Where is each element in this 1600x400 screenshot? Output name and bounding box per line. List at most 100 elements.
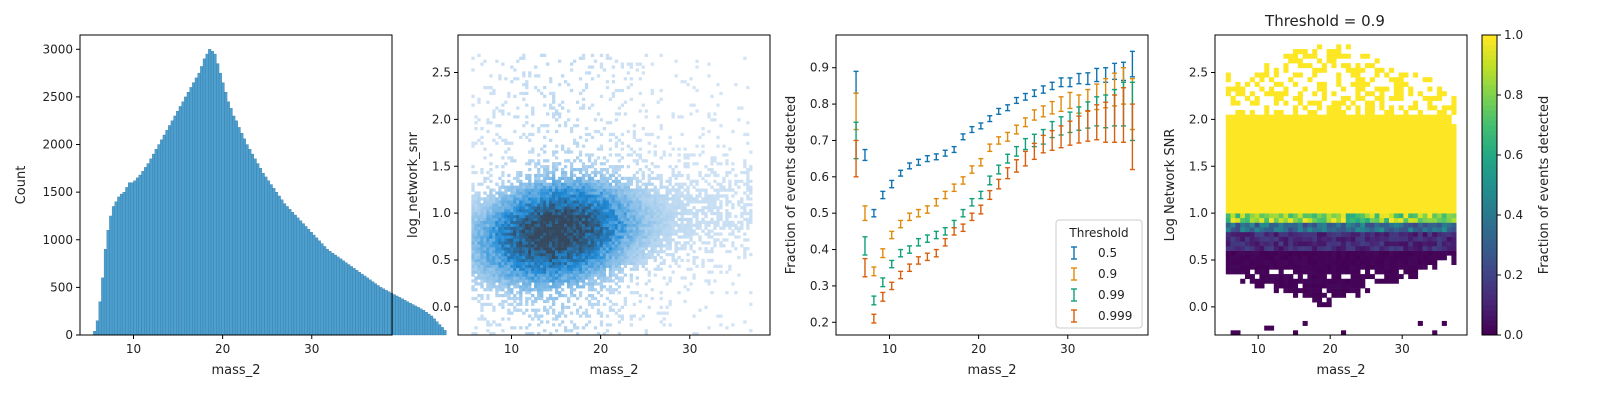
density-cell	[537, 332, 541, 336]
density-cell	[638, 188, 642, 192]
density-cell	[522, 273, 526, 277]
density-cell	[483, 147, 487, 151]
density-cell	[719, 270, 723, 274]
density-cell	[474, 220, 478, 224]
density-cell	[474, 200, 478, 204]
density-cell	[516, 267, 520, 271]
density-cell	[480, 170, 484, 175]
density-cell	[546, 299, 550, 304]
density-cell	[513, 115, 517, 119]
density-cell	[635, 255, 639, 260]
density-cell	[584, 232, 589, 236]
fraction-cell	[1235, 86, 1241, 92]
fraction-cell	[1283, 245, 1289, 251]
density-y-label: log_network_snr	[406, 131, 421, 238]
density-cell	[560, 311, 565, 315]
density-cell	[540, 261, 544, 265]
density-cell	[656, 235, 660, 239]
density-cell	[563, 305, 568, 309]
density-cell	[581, 168, 586, 172]
density-cell	[638, 299, 642, 304]
density-cell	[528, 74, 532, 78]
density-cell	[695, 144, 699, 148]
density-cell	[650, 211, 654, 216]
density-cell	[477, 299, 481, 304]
fraction-cell	[1254, 147, 1260, 153]
density-cell	[474, 264, 478, 268]
density-cell	[584, 71, 589, 75]
histogram-bar	[259, 168, 263, 336]
fraction-cell	[1302, 105, 1308, 111]
density-cell	[608, 258, 613, 263]
density-cell	[552, 153, 556, 157]
density-cell	[483, 302, 487, 307]
density-cell	[581, 194, 586, 198]
density-cell	[611, 264, 616, 268]
density-cell	[641, 206, 645, 210]
density-cell	[596, 182, 601, 186]
density-cell	[659, 214, 663, 219]
density-cell	[516, 106, 520, 110]
fraction-cell	[1240, 161, 1246, 167]
density-cell	[683, 188, 687, 192]
density-cell	[593, 235, 598, 239]
density-cell	[683, 223, 687, 227]
density-cell	[650, 238, 654, 242]
density-cell	[528, 200, 532, 204]
density-cell	[572, 203, 577, 207]
density-cell	[596, 179, 601, 183]
density-cell	[728, 264, 732, 268]
density-cell	[519, 197, 523, 201]
density-cell	[611, 308, 616, 312]
density-cell	[650, 223, 654, 227]
density-cell	[563, 255, 568, 260]
density-cell	[638, 206, 642, 210]
density-cell	[599, 200, 604, 204]
density-cell	[486, 247, 490, 251]
density-cell	[635, 264, 639, 268]
density-cell	[566, 244, 571, 248]
density-cell	[513, 191, 517, 195]
density-cell	[638, 147, 642, 151]
density-cell	[537, 232, 541, 236]
density-cell	[728, 182, 732, 186]
density-cell	[713, 194, 717, 198]
density-cell	[572, 197, 577, 201]
density-cell	[543, 226, 547, 230]
density-cell	[632, 217, 636, 222]
fraction-cell	[1307, 161, 1313, 167]
density-cell	[584, 282, 589, 286]
density-cell	[558, 261, 562, 265]
density-cell	[569, 185, 574, 189]
density-cell	[525, 223, 529, 227]
density-cell	[528, 176, 532, 181]
fraction-cell	[1245, 255, 1251, 261]
density-cell	[677, 211, 681, 216]
density-cell	[620, 220, 625, 224]
density-cell	[644, 191, 648, 195]
density-cell	[519, 56, 523, 60]
density-cell	[498, 264, 502, 268]
density-cell	[531, 264, 535, 268]
density-cell	[566, 329, 571, 333]
density-cell	[611, 241, 616, 245]
fraction-cell	[1288, 241, 1294, 247]
density-cell	[572, 273, 577, 277]
density-cell	[569, 285, 574, 289]
density-cell	[560, 264, 565, 268]
density-cell	[543, 264, 547, 268]
density-cell	[558, 179, 562, 183]
density-cell	[546, 273, 550, 277]
fraction-cell	[1235, 147, 1241, 153]
density-cell	[620, 185, 625, 189]
density-cell	[569, 329, 574, 333]
fraction-cell	[1293, 250, 1299, 256]
density-cell	[513, 209, 517, 213]
density-cell	[507, 141, 511, 145]
density-cell	[590, 191, 595, 195]
density-cell	[686, 188, 690, 192]
density-cell	[611, 211, 616, 216]
fraction-cell	[1259, 114, 1265, 120]
histogram-bar	[376, 285, 380, 336]
density-cell	[599, 206, 604, 210]
